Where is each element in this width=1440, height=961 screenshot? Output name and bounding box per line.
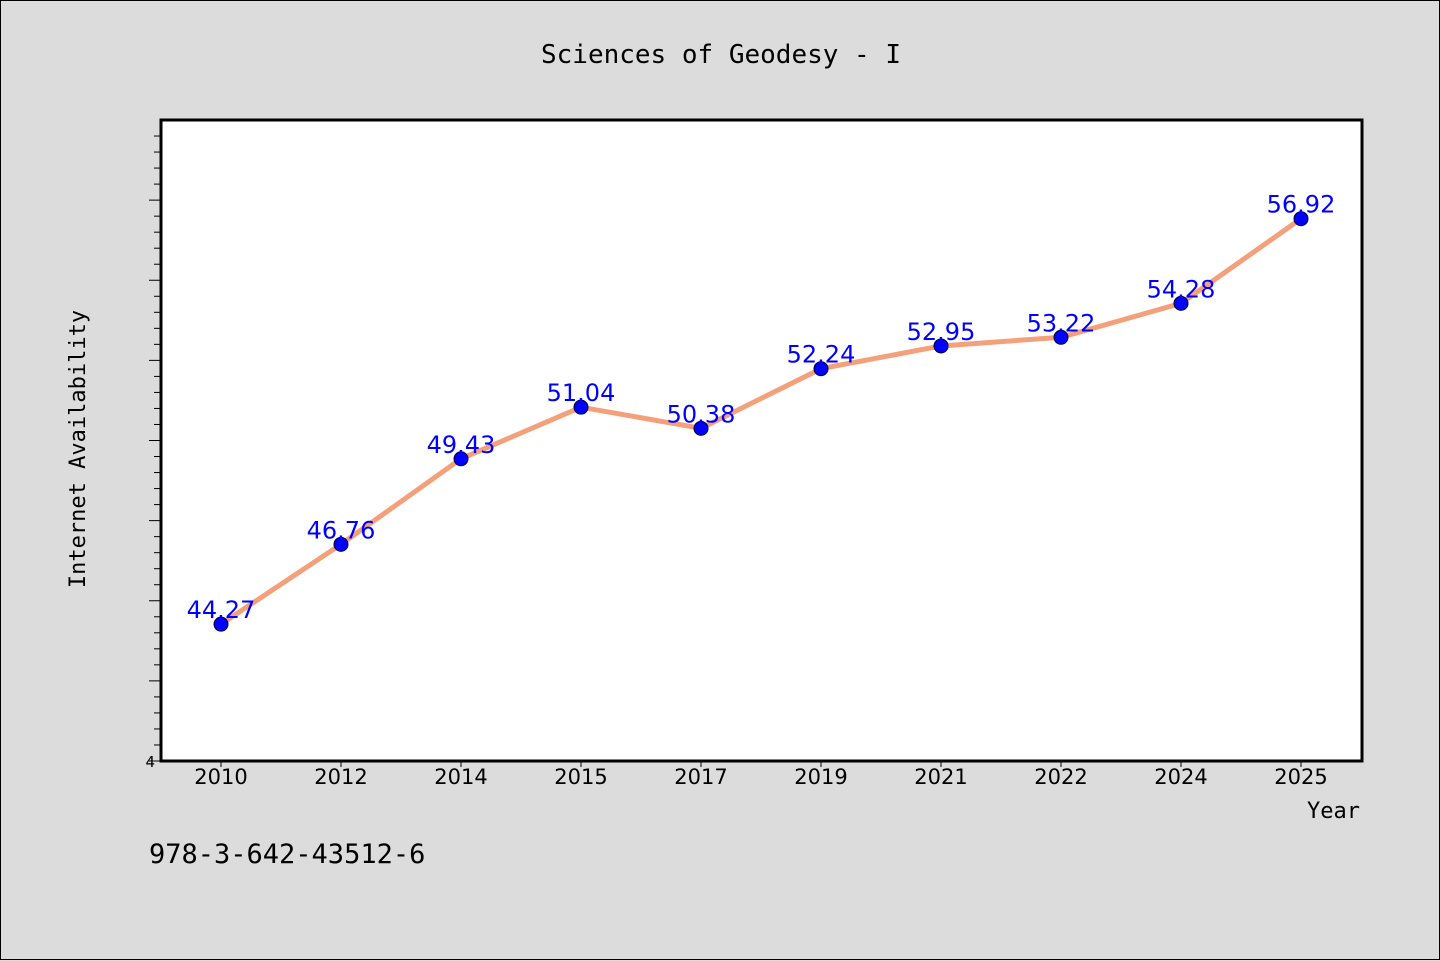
data-point [1293, 211, 1309, 227]
x-tick-label: 2019 [794, 765, 847, 789]
data-point [213, 616, 229, 632]
data-label: 50.38 [667, 400, 736, 428]
y-axis-label: Internet Availability [66, 310, 91, 588]
x-tick-label: 2021 [914, 765, 967, 789]
plot-area [159, 118, 1364, 763]
x-tick-label: 2022 [1034, 765, 1087, 789]
y-axis-ticks: 4 [145, 135, 161, 771]
x-tick-label: 2012 [314, 765, 367, 789]
data-point [1173, 295, 1189, 311]
x-tick-label: 2017 [674, 765, 727, 789]
data-label: 44.27 [187, 596, 256, 624]
x-axis-label: Year [1307, 799, 1360, 824]
data-label: 56.92 [1267, 191, 1336, 219]
isbn-footer: 978-3-642-43512-6 [149, 839, 425, 870]
data-label: 52.24 [787, 341, 856, 369]
data-labels: 44.27 46.76 49.43 51.04 50.38 52.24 52.95 53.22… [187, 191, 1336, 624]
x-tick-label: 2010 [194, 765, 247, 789]
data-point [1053, 329, 1069, 345]
series-line [219, 216, 1303, 627]
y-tick-label: 4 [145, 753, 155, 771]
data-point [333, 536, 349, 552]
data-point [453, 451, 469, 467]
data-point [573, 399, 589, 415]
data-label: 46.76 [307, 516, 376, 544]
x-axis-ticks: 2010 2012 2014 2015 2017 2019 2021 2022 2024 2025 [194, 761, 1328, 789]
data-label: 49.43 [427, 431, 496, 459]
data-label: 53.22 [1027, 309, 1096, 337]
series-markers [213, 211, 1309, 632]
x-tick-label: 2024 [1154, 765, 1207, 789]
x-tick-label: 2014 [434, 765, 487, 789]
x-tick-label: 2025 [1274, 765, 1327, 789]
data-point [693, 420, 709, 436]
x-tick-label: 2015 [554, 765, 607, 789]
chart-title: Sciences of Geodesy - I [541, 40, 901, 70]
data-point [933, 338, 949, 354]
data-label: 52.95 [907, 318, 976, 346]
data-label: 54.28 [1147, 275, 1216, 303]
data-point [813, 361, 829, 377]
data-label: 51.04 [547, 379, 616, 407]
